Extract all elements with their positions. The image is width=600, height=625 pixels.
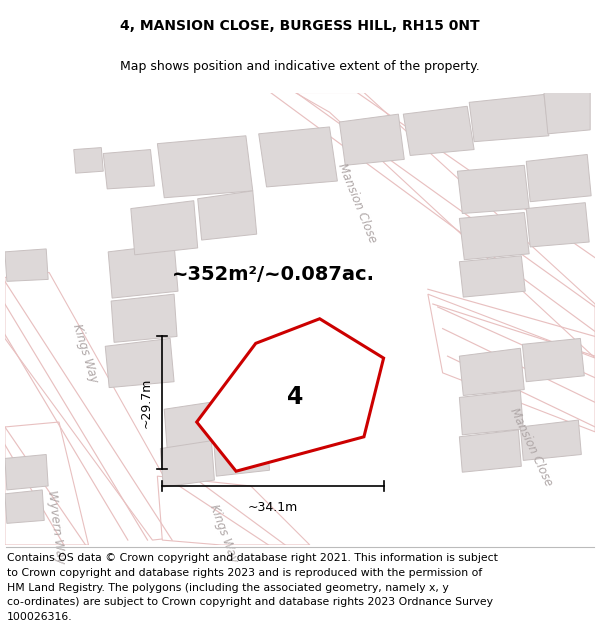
Text: Kings Way: Kings Way — [70, 322, 101, 384]
Text: Map shows position and indicative extent of the property.: Map shows position and indicative extent… — [120, 60, 480, 73]
Polygon shape — [526, 202, 589, 247]
Polygon shape — [457, 165, 529, 214]
Polygon shape — [197, 191, 257, 240]
Polygon shape — [460, 391, 523, 435]
Polygon shape — [469, 94, 549, 142]
Polygon shape — [428, 294, 595, 432]
Polygon shape — [157, 476, 310, 545]
Text: ~34.1m: ~34.1m — [248, 501, 298, 514]
Polygon shape — [220, 391, 275, 440]
Text: Mansion Close: Mansion Close — [508, 406, 555, 488]
Polygon shape — [105, 338, 174, 388]
Text: ~352m²/~0.087ac.: ~352m²/~0.087ac. — [172, 265, 375, 284]
Polygon shape — [5, 490, 44, 523]
Polygon shape — [160, 441, 214, 487]
Text: Contains OS data © Crown copyright and database right 2021. This information is : Contains OS data © Crown copyright and d… — [7, 553, 498, 563]
Polygon shape — [214, 430, 269, 476]
Polygon shape — [460, 430, 521, 472]
Polygon shape — [544, 92, 590, 134]
Polygon shape — [74, 148, 103, 173]
Polygon shape — [5, 272, 197, 540]
Polygon shape — [164, 401, 220, 449]
Polygon shape — [103, 149, 154, 189]
Text: 100026316.: 100026316. — [7, 612, 73, 622]
Polygon shape — [5, 454, 48, 490]
Polygon shape — [131, 201, 197, 255]
Polygon shape — [108, 244, 178, 298]
Polygon shape — [111, 294, 177, 343]
Polygon shape — [520, 420, 581, 461]
Polygon shape — [157, 136, 253, 198]
Text: 4: 4 — [287, 386, 303, 409]
Polygon shape — [295, 92, 595, 358]
Text: to Crown copyright and database rights 2023 and is reproduced with the permissio: to Crown copyright and database rights 2… — [7, 568, 482, 578]
Polygon shape — [403, 106, 474, 156]
Polygon shape — [197, 319, 383, 471]
Polygon shape — [526, 154, 591, 202]
Text: Wyvern Way: Wyvern Way — [45, 489, 67, 565]
Polygon shape — [5, 422, 89, 545]
Polygon shape — [460, 348, 524, 396]
Polygon shape — [460, 256, 525, 297]
Text: HM Land Registry. The polygons (including the associated geometry, namely x, y: HM Land Registry. The polygons (includin… — [7, 582, 449, 592]
Text: ~29.7m: ~29.7m — [140, 378, 153, 428]
Polygon shape — [460, 213, 529, 260]
Polygon shape — [340, 114, 404, 165]
Polygon shape — [523, 338, 584, 382]
Polygon shape — [5, 249, 48, 281]
Text: Mansion Close: Mansion Close — [335, 161, 379, 244]
Text: Kings Way: Kings Way — [207, 503, 240, 564]
Text: 4, MANSION CLOSE, BURGESS HILL, RH15 0NT: 4, MANSION CLOSE, BURGESS HILL, RH15 0NT — [120, 19, 480, 33]
Text: co-ordinates) are subject to Crown copyright and database rights 2023 Ordnance S: co-ordinates) are subject to Crown copyr… — [7, 598, 493, 608]
Polygon shape — [259, 127, 337, 187]
